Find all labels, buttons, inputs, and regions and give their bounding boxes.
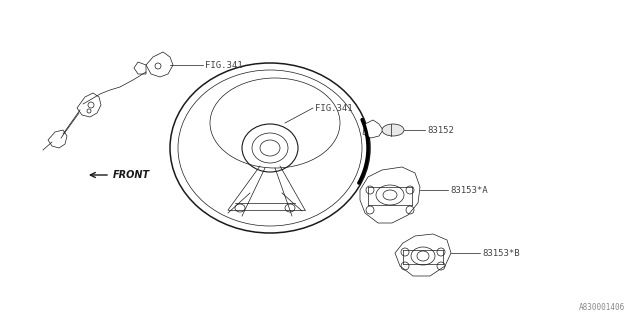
Text: 83153*B: 83153*B xyxy=(482,249,520,258)
Text: FIG.341: FIG.341 xyxy=(205,60,243,69)
Text: 83153*A: 83153*A xyxy=(450,186,488,195)
Text: FIG.341: FIG.341 xyxy=(315,103,353,113)
Polygon shape xyxy=(134,62,146,74)
Polygon shape xyxy=(395,234,451,276)
Polygon shape xyxy=(48,130,67,148)
Ellipse shape xyxy=(382,124,404,136)
Text: 83152: 83152 xyxy=(427,125,454,134)
Polygon shape xyxy=(146,52,173,77)
Text: A830001406: A830001406 xyxy=(579,303,625,312)
Text: FRONT: FRONT xyxy=(113,170,150,180)
Polygon shape xyxy=(77,93,101,117)
Polygon shape xyxy=(360,167,420,223)
Polygon shape xyxy=(363,120,383,138)
